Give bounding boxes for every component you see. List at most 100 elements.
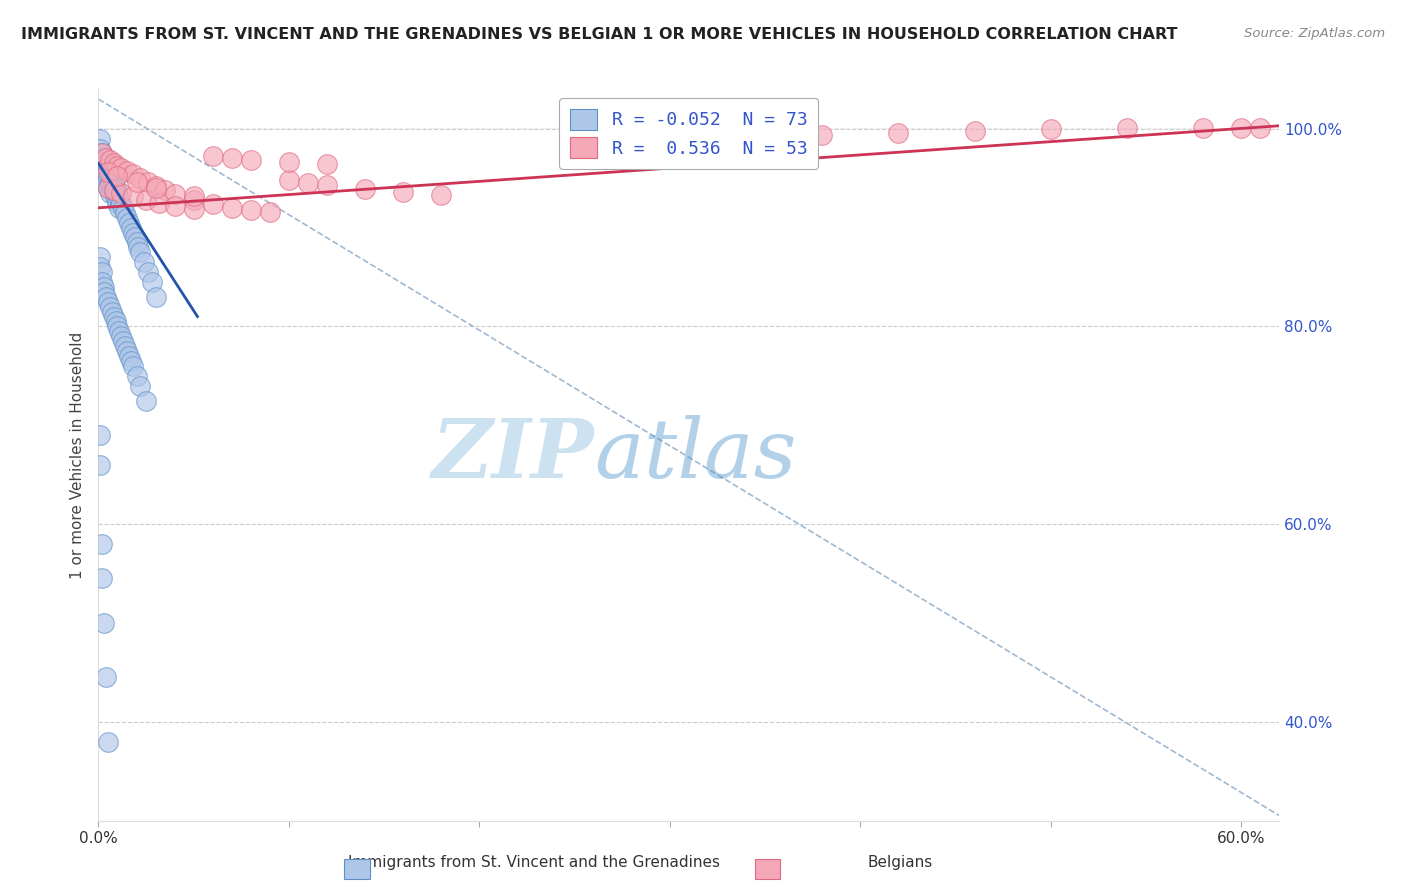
Point	[163, 186, 186, 201]
Point	[121, 167, 143, 181]
Point	[163, 199, 186, 213]
Point	[98, 300, 121, 314]
Point	[129, 245, 152, 260]
Point	[259, 204, 281, 219]
Point	[135, 393, 157, 408]
Point	[145, 181, 167, 195]
Point	[89, 141, 111, 155]
Point	[110, 329, 132, 343]
Point	[221, 201, 243, 215]
Point	[141, 275, 163, 289]
Point	[564, 134, 586, 148]
Point	[104, 314, 127, 328]
Point	[136, 265, 159, 279]
Point	[93, 285, 115, 299]
Point	[115, 211, 138, 225]
Point	[107, 319, 129, 334]
Text: Belgians: Belgians	[868, 855, 932, 870]
Point	[98, 153, 121, 168]
Point	[103, 310, 125, 324]
Point	[107, 195, 129, 210]
Point	[104, 191, 127, 205]
Y-axis label: 1 or more Vehicles in Household: 1 or more Vehicles in Household	[69, 331, 84, 579]
Point	[316, 178, 339, 192]
Point	[107, 169, 129, 184]
Point	[110, 195, 132, 210]
Point	[136, 175, 159, 189]
Point	[697, 129, 720, 144]
Point	[277, 155, 299, 169]
Point	[145, 179, 167, 194]
Point	[316, 157, 339, 171]
Text: Immigrants from St. Vincent and the Grenadines: Immigrants from St. Vincent and the Gren…	[349, 855, 720, 870]
Point	[115, 164, 138, 178]
Point	[201, 197, 224, 211]
Point	[129, 171, 152, 186]
Point	[89, 131, 111, 145]
Point	[183, 193, 205, 207]
Point	[115, 344, 138, 359]
Point	[89, 458, 111, 472]
Point	[94, 290, 117, 304]
Point	[1192, 120, 1215, 135]
Point	[93, 161, 115, 176]
Point	[100, 171, 122, 186]
Point	[127, 240, 149, 254]
Point	[103, 186, 125, 200]
Text: Source: ZipAtlas.com: Source: ZipAtlas.com	[1244, 27, 1385, 40]
Point	[97, 165, 120, 179]
Point	[91, 275, 114, 289]
Point	[89, 428, 111, 442]
Point	[97, 161, 120, 176]
Point	[124, 230, 146, 244]
Point	[114, 339, 136, 353]
Point	[108, 324, 131, 338]
Point	[811, 128, 834, 142]
Point	[110, 186, 132, 200]
Point	[94, 670, 117, 684]
Point	[1249, 120, 1271, 135]
Point	[93, 152, 115, 166]
Point	[91, 146, 114, 161]
Point	[277, 173, 299, 187]
Point	[98, 176, 121, 190]
Point	[91, 166, 114, 180]
Point	[239, 202, 262, 217]
Point	[120, 354, 142, 368]
Point	[91, 265, 114, 279]
Point	[392, 185, 415, 199]
Point	[118, 216, 141, 230]
Point	[118, 349, 141, 363]
Point	[94, 166, 117, 180]
Point	[183, 189, 205, 203]
Point	[100, 181, 122, 195]
Point	[93, 615, 115, 630]
Point	[91, 572, 114, 586]
Point	[100, 304, 122, 318]
Point	[125, 175, 148, 189]
Point	[239, 153, 262, 168]
Point	[1230, 120, 1253, 135]
Point	[93, 280, 115, 294]
Point	[93, 171, 115, 186]
Text: IMMIGRANTS FROM ST. VINCENT AND THE GRENADINES VS BELGIAN 1 OR MORE VEHICLES IN : IMMIGRANTS FROM ST. VINCENT AND THE GREN…	[21, 27, 1178, 42]
Point	[620, 131, 643, 145]
Point	[89, 250, 111, 264]
Point	[153, 183, 176, 197]
Point	[97, 171, 120, 186]
Legend: R = -0.052  N = 73, R =  0.536  N = 53: R = -0.052 N = 73, R = 0.536 N = 53	[560, 98, 818, 169]
Point	[103, 183, 125, 197]
Point	[145, 290, 167, 304]
Point	[97, 294, 120, 309]
Point	[91, 146, 114, 161]
Point	[201, 149, 224, 163]
Point	[108, 201, 131, 215]
Point	[134, 255, 156, 269]
Point	[354, 182, 377, 196]
Point	[103, 176, 125, 190]
Point	[97, 181, 120, 195]
Point	[1116, 120, 1139, 135]
Point	[107, 186, 129, 200]
Point	[148, 195, 170, 210]
Point	[120, 220, 142, 235]
